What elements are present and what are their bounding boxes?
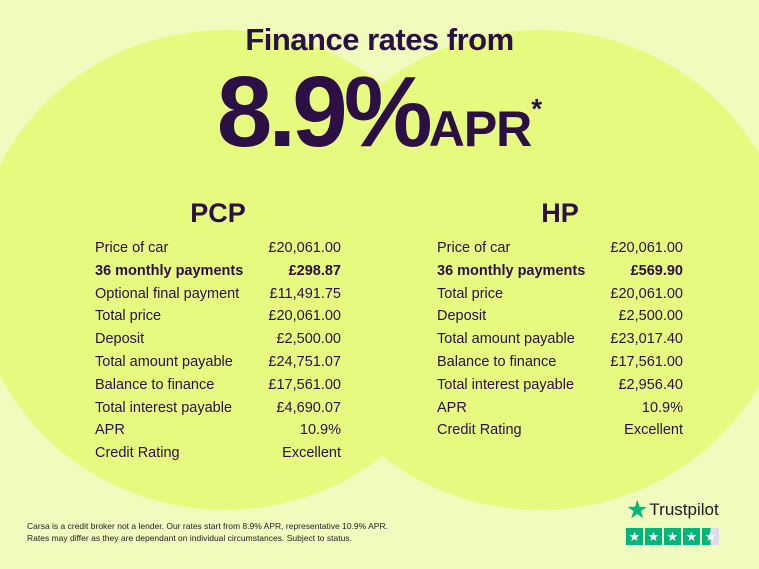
row-label: 36 monthly payments [437, 262, 586, 279]
hp-title: HP [541, 198, 579, 228]
star-icon: ★ [626, 496, 649, 524]
row-value: £20,061.00 [268, 240, 341, 256]
row-label: Credit Rating [95, 445, 180, 462]
trustpilot-badge[interactable]: ★ Trustpilot ★ ★ ★ ★ ★ [626, 495, 719, 545]
table-row: Balance to finance £17,561.00 [437, 351, 683, 374]
rating-star-icon: ★ [683, 528, 700, 545]
row-value: £2,956.40 [618, 376, 683, 393]
row-value: 10.9% [641, 399, 683, 416]
row-label: Price of car [95, 240, 169, 256]
pcp-title: PCP [190, 198, 246, 228]
rate-value: 8.9% [216, 56, 433, 168]
row-value: £298.87 [288, 262, 341, 279]
trustpilot-rating: ★ ★ ★ ★ ★ [626, 528, 719, 545]
row-value: £2,500.00 [618, 308, 683, 325]
table-row: 36 monthly payments £298.87 [95, 260, 341, 283]
row-value: £20,061.00 [610, 285, 683, 302]
pcp-table: Price of car £20,061.00 36 monthly payment… [95, 237, 341, 465]
table-row: Optional final payment £11,491.75 [95, 283, 341, 306]
row-value: Excellent [282, 445, 341, 462]
row-label: Total amount payable [437, 331, 575, 348]
rate-unit: APR [428, 101, 533, 157]
row-label: Total interest payable [95, 399, 233, 416]
row-label: Deposit [95, 331, 145, 348]
row-label: 36 monthly payments [95, 262, 244, 279]
row-label: Total price [437, 285, 504, 302]
rate-display: 8.9%APR* [0, 62, 759, 162]
row-label: Deposit [437, 308, 487, 325]
row-value: £17,561.00 [610, 353, 683, 370]
rating-star-icon: ★ [664, 528, 681, 545]
row-value: £20,061.00 [268, 308, 341, 325]
row-value: £23,017.40 [610, 331, 683, 348]
row-label: Total price [95, 308, 162, 325]
hp-table: Price of car £20,061.00 36 monthly payment… [437, 237, 683, 442]
table-row: Balance to finance £17,561.00 [95, 374, 341, 397]
row-label: Total amount payable [95, 353, 233, 370]
table-row: Deposit £2,500.00 [95, 328, 341, 351]
table-row: 36 monthly payments £569.90 [437, 260, 683, 283]
table-row: Credit Rating Excellent [437, 419, 683, 442]
table-row: Total price £20,061.00 [95, 305, 341, 328]
row-value: £20,061.00 [610, 240, 683, 256]
row-label: Credit Rating [437, 422, 522, 439]
table-row: Total interest payable £2,956.40 [437, 374, 683, 397]
rate-asterisk: * [531, 93, 543, 124]
row-value: £2,500.00 [276, 331, 341, 348]
rating-star-icon: ★ [702, 528, 719, 545]
row-value: £569.90 [630, 262, 683, 279]
row-label: Optional final payment [95, 285, 240, 302]
row-value: £17,561.00 [268, 376, 341, 393]
row-label: APR [437, 399, 467, 416]
table-row: Deposit £2,500.00 [437, 305, 683, 328]
row-value: £4,690.07 [276, 399, 341, 416]
row-label: Price of car [437, 240, 511, 256]
row-label: Total interest payable [437, 376, 575, 393]
table-row: Credit Rating Excellent [95, 442, 341, 465]
row-value: £24,751.07 [268, 353, 341, 370]
table-row: Total amount payable £23,017.40 [437, 328, 683, 351]
row-value: Excellent [624, 422, 683, 439]
rating-star-icon: ★ [645, 528, 662, 545]
disclaimer: Carsa is a credit broker not a lender. O… [27, 520, 388, 544]
rating-star-icon: ★ [626, 528, 643, 545]
table-row: Total price £20,061.00 [437, 283, 683, 306]
row-value: 10.9% [299, 422, 341, 439]
disclaimer-line: Carsa is a credit broker not a lender. O… [27, 521, 388, 531]
background-circle-right [290, 30, 759, 510]
table-row: Total amount payable £24,751.07 [95, 351, 341, 374]
table-row: APR 10.9% [437, 397, 683, 420]
table-row: Total interest payable £4,690.07 [95, 397, 341, 420]
row-label: Balance to finance [437, 353, 557, 370]
disclaimer-line: Rates may differ as they are dependant o… [27, 533, 352, 543]
table-row: Price of car £20,061.00 [437, 237, 683, 260]
row-label: Balance to finance [95, 376, 215, 393]
table-row: APR 10.9% [95, 419, 341, 442]
headline: Finance rates from [245, 22, 514, 57]
row-label: APR [95, 422, 125, 439]
trustpilot-label: Trustpilot [649, 500, 719, 519]
table-row: Price of car £20,061.00 [95, 237, 341, 260]
row-value: £11,491.75 [269, 285, 342, 302]
